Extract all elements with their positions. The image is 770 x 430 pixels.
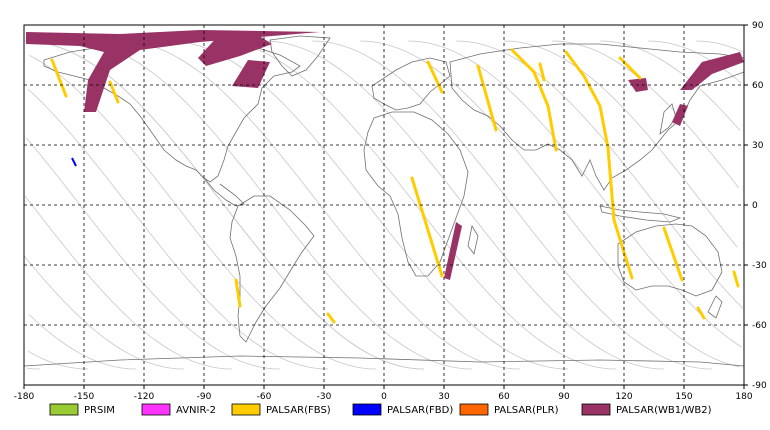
wb-swath-canada-b [232, 60, 270, 88]
orbit-track [23, 40, 738, 370]
lon-tick-label: -60 [257, 392, 272, 402]
lon-tick-label: -30 [317, 392, 332, 402]
fbd-swath-hawaii [71, 157, 77, 167]
legend-swatch [581, 403, 611, 416]
fbs-swath-4 [326, 312, 336, 324]
lat-tick-label: -30 [752, 261, 767, 271]
latitude-tick-labels: 90 60 30 0 -30 -60 -90 [744, 21, 767, 391]
legend-item: PALSAR(FBS) [231, 403, 331, 416]
fbs-swath-12 [662, 226, 684, 282]
legend-swatch [352, 403, 382, 416]
legend-swatch [459, 403, 489, 416]
wb-swath-africa [444, 222, 462, 280]
fbs-swath-1 [50, 58, 68, 98]
legend-label: PRSIM [84, 405, 115, 416]
fbs-swath-6 [410, 176, 444, 278]
longitude-tick-labels: -180 -150 -120 -90 -60 -30 0 30 60 90 120 150 180 [14, 385, 753, 402]
lat-tick-label: -60 [752, 321, 767, 331]
orbit-track [26, 40, 741, 370]
wb-swath-kamchatka [680, 52, 744, 90]
legend-swatch [141, 403, 171, 416]
lon-tick-label: 120 [615, 392, 632, 402]
fbs-swath-13 [732, 270, 740, 288]
coastlines [23, 35, 745, 367]
lon-tick-label: -180 [14, 392, 35, 402]
fbs-swath-7 [476, 64, 498, 132]
legend-item: PALSAR(WB1/WB2) [581, 403, 712, 416]
fbd-swaths [71, 157, 77, 167]
orbit-tracks [23, 40, 743, 370]
fbs-swath-8 [510, 48, 558, 152]
lon-tick-label: 60 [498, 392, 510, 402]
fbs-swath-10 [564, 50, 634, 280]
legend-label: AVNIR-2 [176, 405, 216, 416]
lon-tick-label: 30 [438, 392, 450, 402]
legend-label: PALSAR(FBS) [266, 405, 331, 416]
lon-tick-label: 150 [675, 392, 692, 402]
legend-item: PRSIM [49, 403, 115, 416]
legend: PRSIM AVNIR-2 PALSAR(FBS) PALSAR(FBD) PALSAR… [49, 403, 712, 416]
lon-tick-label: -120 [134, 392, 155, 402]
legend-swatch [231, 403, 261, 416]
fbs-swath-5 [426, 60, 444, 94]
legend-swatch [49, 403, 79, 416]
fbs-swath-2 [108, 80, 120, 104]
orbit-track [27, 40, 742, 370]
lat-tick-label: -90 [752, 381, 767, 391]
lon-tick-label: -90 [197, 392, 212, 402]
fbs-swath-14 [696, 306, 706, 320]
fbs-swath-3 [234, 278, 242, 308]
lon-tick-label: 180 [735, 392, 752, 402]
fbs-swath-9 [538, 62, 546, 82]
legend-item: AVNIR-2 [141, 403, 216, 416]
legend-label: PALSAR(PLR) [494, 405, 559, 416]
wb-swaths [26, 30, 744, 280]
lon-tick-label: -150 [74, 392, 95, 402]
wb-swath-alaska-arc [26, 30, 320, 112]
fbs-swaths [50, 48, 740, 324]
lat-tick-label: 60 [752, 81, 764, 91]
legend-item: PALSAR(PLR) [459, 403, 559, 416]
lon-tick-label: 0 [381, 392, 387, 402]
legend-label: PALSAR(FBD) [387, 405, 453, 416]
wb-swath-canada-a [198, 34, 272, 66]
legend-item: PALSAR(FBD) [352, 403, 453, 416]
lat-tick-label: 90 [752, 21, 764, 31]
fbs-swath-11 [618, 56, 642, 80]
orbit-track [29, 40, 743, 370]
lon-tick-label: 90 [558, 392, 570, 402]
lat-tick-label: 30 [752, 141, 764, 151]
lat-tick-label: 0 [752, 201, 758, 211]
orbit-track [26, 40, 741, 370]
legend-label: PALSAR(WB1/WB2) [616, 405, 712, 416]
graticule [24, 25, 744, 385]
